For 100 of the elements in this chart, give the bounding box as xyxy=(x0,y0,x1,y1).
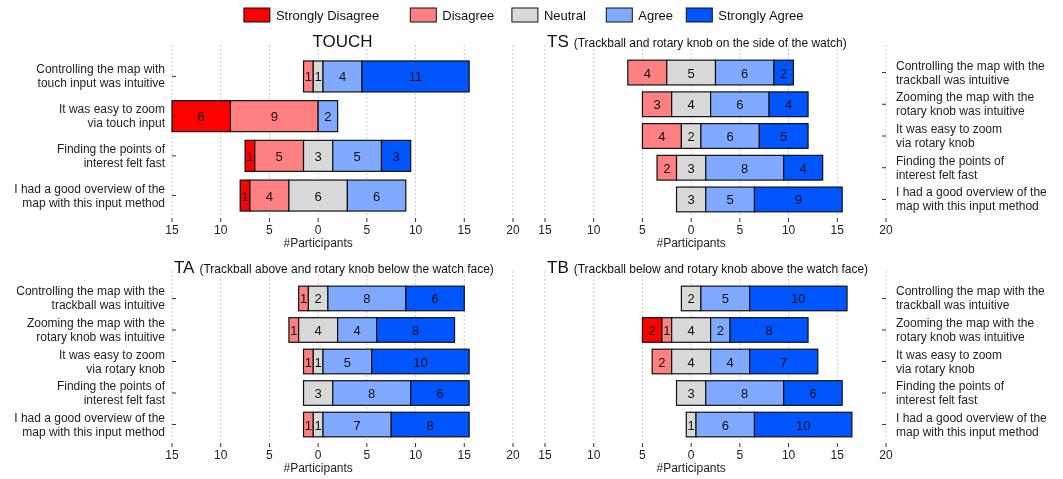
data-label: 6 xyxy=(721,417,729,433)
data-label: 6 xyxy=(736,97,744,113)
x-axis-title: #Participants xyxy=(283,236,353,250)
data-label: 5 xyxy=(343,354,351,370)
data-label: 8 xyxy=(411,322,420,338)
x-tick-label: 10 xyxy=(214,223,228,237)
x-tick-label: 0 xyxy=(314,448,322,462)
legend-label: Strongly Disagree xyxy=(275,8,380,23)
data-label: 4 xyxy=(658,129,666,144)
legend-label: Agree xyxy=(638,8,673,23)
chart-title: TB xyxy=(547,258,569,277)
data-label: 1 xyxy=(241,188,249,204)
data-label: 4 xyxy=(338,69,347,85)
y-tick-label: Finding the points of interest felt fast xyxy=(56,141,166,170)
data-label: 4 xyxy=(314,322,322,338)
data-label: 4 xyxy=(687,97,695,113)
data-label: 6 xyxy=(314,188,322,204)
x-tick-label: 20 xyxy=(506,223,520,237)
chart-subtitle: (Trackball and rotary knob on the side of the watch) xyxy=(573,36,847,50)
data-label: 2 xyxy=(663,160,671,176)
data-label: 8 xyxy=(765,322,773,338)
x-tick-label: 15 xyxy=(538,448,552,462)
data-label: 8 xyxy=(741,386,749,402)
data-label: 2 xyxy=(324,109,332,125)
data-label: 3 xyxy=(392,148,400,164)
data-label: 1 xyxy=(687,417,695,433)
data-label: 2 xyxy=(780,65,788,81)
data-label: 4 xyxy=(687,322,695,338)
y-tick-label: I had a good overview of the map with this input method xyxy=(14,410,166,439)
data-label: 10 xyxy=(795,417,811,433)
data-label: 6 xyxy=(431,291,439,307)
x-tick-label: 15 xyxy=(457,223,472,237)
data-label: 3 xyxy=(687,160,695,176)
y-tick-label: It was easy to zoom via rotary knob xyxy=(58,347,166,376)
x-tick-label: 5 xyxy=(736,448,744,462)
y-tick-label: It was easy to zoom via touch input xyxy=(58,102,166,131)
x-tick-label: 20 xyxy=(879,223,893,237)
data-label: 8 xyxy=(363,291,371,307)
x-axis-title: #Participants xyxy=(283,461,353,475)
data-label: 4 xyxy=(353,322,361,338)
y-tick-label: It was easy to zoom via rotary knob xyxy=(896,347,1003,376)
y-tick-label: Zooming the map with the rotary knob was intuitive xyxy=(896,315,1035,344)
x-tick-label: 15 xyxy=(830,448,845,462)
data-label: 1 xyxy=(304,69,313,85)
x-tick-label: 0 xyxy=(314,223,322,237)
x-tick-label: 10 xyxy=(781,448,796,462)
data-label: 4 xyxy=(784,97,793,113)
data-label: 1 xyxy=(314,354,322,370)
x-tick-label: 5 xyxy=(363,448,371,462)
data-label: 10 xyxy=(413,354,428,370)
chart-title: TA xyxy=(174,258,195,277)
y-tick-label: Finding the points of interest felt fast xyxy=(896,379,1005,408)
x-tick-label: 5 xyxy=(736,223,744,237)
x-tick-label: 10 xyxy=(408,448,423,462)
data-label: 4 xyxy=(726,354,734,370)
data-label: 6 xyxy=(741,65,749,81)
data-label: 6 xyxy=(809,386,817,402)
data-label: 4 xyxy=(643,65,651,81)
chart-subtitle: (Trackball above and rotary knob below the watch face) xyxy=(199,262,494,276)
data-label: 1 xyxy=(663,322,671,338)
x-tick-label: 15 xyxy=(830,223,845,237)
y-tick-label: Zooming the map with the rotary knob was intuitive xyxy=(26,315,166,344)
data-label: 5 xyxy=(275,148,283,164)
data-label: 3 xyxy=(653,97,661,113)
chart-title: TOUCH xyxy=(312,32,373,51)
y-tick-label: I had a good overview of the map with this input method xyxy=(896,185,1048,214)
data-label: 5 xyxy=(726,192,734,208)
data-label: 2 xyxy=(687,291,695,307)
legend-label: Strongly Agree xyxy=(718,8,804,23)
chart-subtitle: (Trackball below and rotary knob above the watch face) xyxy=(573,262,869,276)
x-tick-label: 20 xyxy=(506,448,520,462)
data-label: 1 xyxy=(314,69,322,85)
x-tick-label: 5 xyxy=(266,448,274,462)
y-tick-label: It was easy to zoom via rotary knob xyxy=(896,122,1003,150)
x-axis-title: #Participants xyxy=(656,461,726,475)
data-label: 3 xyxy=(687,386,695,402)
data-label: 10 xyxy=(791,291,806,307)
x-tick-label: 10 xyxy=(587,223,601,237)
data-label: 5 xyxy=(353,148,361,164)
x-tick-label: 0 xyxy=(687,448,695,462)
x-tick-label: 15 xyxy=(165,448,179,462)
y-tick-label: Controlling the map with the trackball was intuitive xyxy=(16,284,166,313)
data-label: 6 xyxy=(197,109,205,125)
data-label: 1 xyxy=(246,148,254,164)
data-label: 5 xyxy=(780,129,788,144)
x-tick-label: 5 xyxy=(639,223,647,237)
x-axis-title: #Participants xyxy=(656,236,726,250)
x-tick-label: 10 xyxy=(587,448,601,462)
data-label: 9 xyxy=(794,192,802,208)
y-tick-label: Finding the points of interest felt fast xyxy=(56,379,166,408)
legend-label: Neutral xyxy=(543,8,586,23)
x-tick-label: 5 xyxy=(639,448,647,462)
y-tick-label: Controlling the map with touch input was intuitive xyxy=(36,62,166,91)
data-label: 6 xyxy=(372,188,381,204)
y-tick-label: I had a good overview of the map with this input method xyxy=(896,410,1048,439)
data-label: 4 xyxy=(687,354,695,370)
data-label: 7 xyxy=(353,417,361,433)
x-tick-label: 5 xyxy=(363,223,371,237)
data-label: 3 xyxy=(687,192,695,208)
data-label: 4 xyxy=(265,188,274,204)
